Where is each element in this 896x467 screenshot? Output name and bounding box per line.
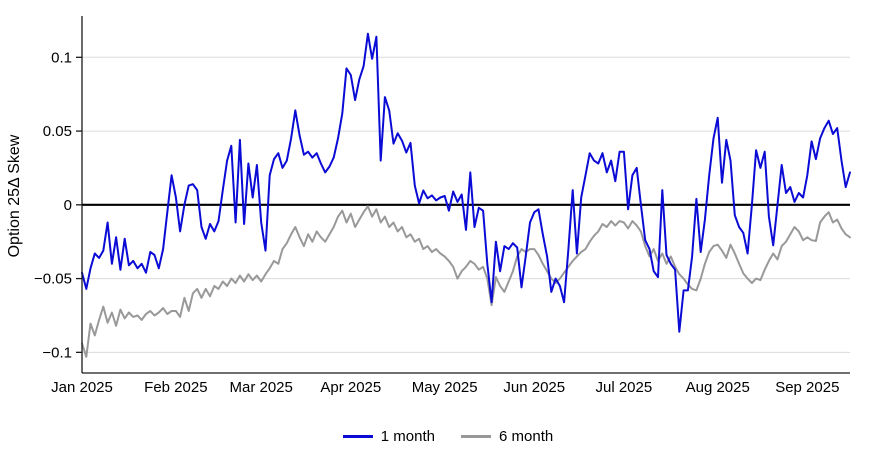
- legend-line-swatch-1-month: [342, 435, 373, 438]
- legend-item-6-month: 6 month: [461, 428, 553, 445]
- y-tick-label: −0.1: [42, 344, 72, 361]
- legend-label-1-month: 1 month: [380, 428, 435, 445]
- legend-line-swatch-6-month: [461, 435, 491, 438]
- legend-label-6-month: 6 month: [499, 428, 554, 445]
- y-tick-labels: 0.1 0.05 0 −0.05 −0.1: [34, 49, 82, 361]
- y-tick-label: 0.1: [51, 49, 72, 66]
- x-tick-label: Apr 2025: [320, 379, 381, 396]
- y-gridlines: [82, 56, 850, 353]
- x-tick-label: Sep 2025: [775, 379, 839, 396]
- y-tick-label: 0: [64, 197, 72, 214]
- x-tick-label: Jul 2025: [596, 379, 653, 396]
- series-line-6-month: [81, 205, 851, 358]
- x-tick-label: May 2025: [412, 379, 478, 396]
- axes: [81, 16, 850, 374]
- x-tick-label: Feb 2025: [144, 379, 207, 396]
- x-tick-label: Aug 2025: [686, 379, 750, 396]
- x-tick-label: Jan 2025: [51, 379, 113, 396]
- x-tick-label: Jun 2025: [503, 379, 565, 396]
- legend: 1 month 6 month: [0, 428, 896, 445]
- x-tick-label: Mar 2025: [230, 379, 293, 396]
- y-tick-label: 0.05: [43, 123, 72, 140]
- x-tick-labels: Jan 2025 Feb 2025 Mar 2025 Apr 2025 May 2025…: [51, 379, 839, 396]
- y-tick-label: −0.05: [34, 271, 72, 288]
- series-line-1-month: [81, 32, 851, 333]
- legend-item-1-month: 1 month: [342, 428, 435, 445]
